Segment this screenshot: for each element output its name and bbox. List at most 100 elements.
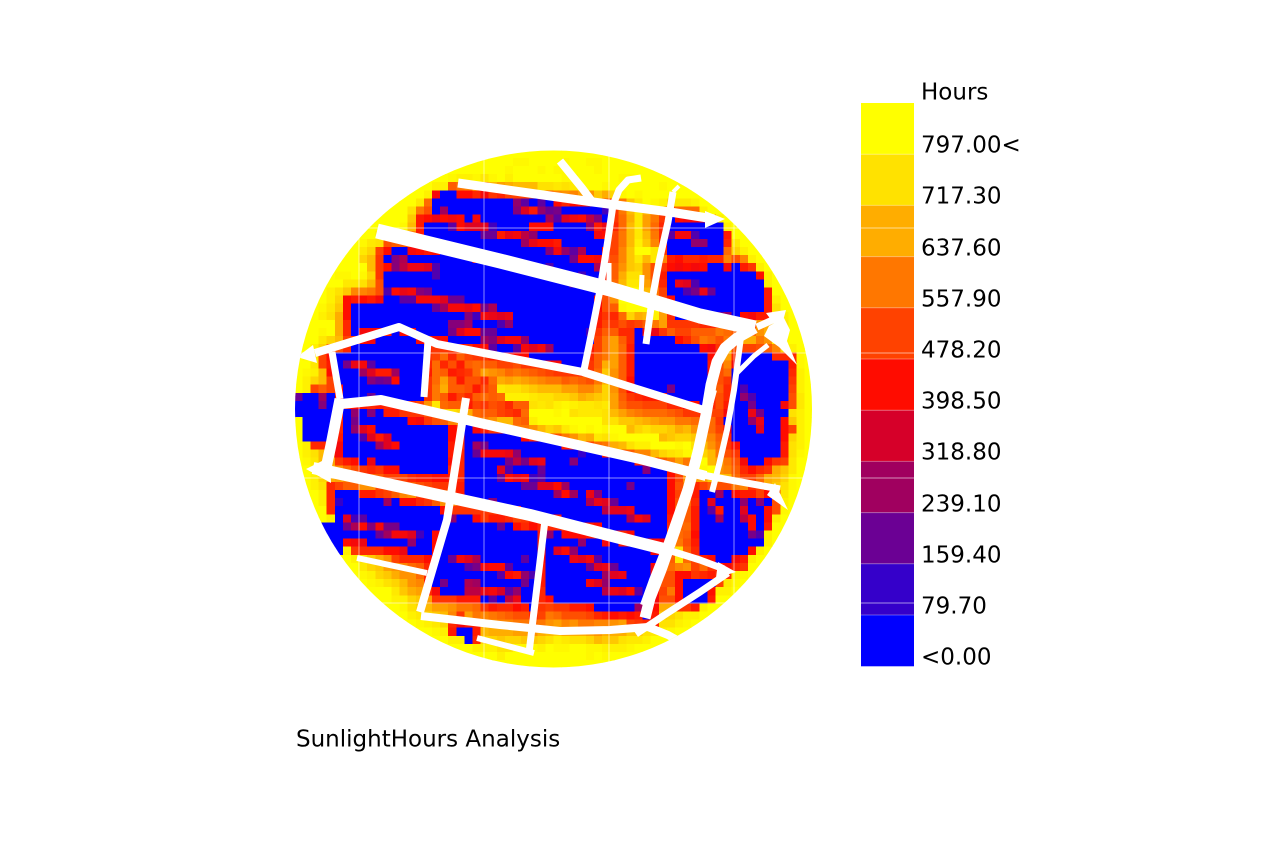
heatmap-cell xyxy=(707,336,716,345)
heatmap-cell xyxy=(432,271,441,280)
heatmap-cell xyxy=(650,166,659,175)
legend-label: 717.30 xyxy=(921,183,1002,210)
heatmap-cell xyxy=(295,384,303,393)
heatmap-cell xyxy=(626,635,635,645)
street xyxy=(580,174,642,371)
heatmap-cell xyxy=(723,538,732,547)
heatmap-cell xyxy=(504,498,514,507)
heatmap-cell xyxy=(415,417,425,426)
heatmap-cell xyxy=(553,352,562,361)
heatmap-cell xyxy=(569,222,578,231)
heatmap-cell xyxy=(359,368,368,377)
heatmap-cell xyxy=(594,417,603,426)
heatmap-cell xyxy=(691,498,700,507)
heatmap-cell xyxy=(448,287,457,296)
heatmap-cell xyxy=(561,465,570,474)
heatmap-cell xyxy=(432,449,441,458)
heatmap-cell xyxy=(513,319,522,329)
heatmap-cell xyxy=(391,409,400,418)
heatmap-cell xyxy=(496,376,506,385)
heatmap-cell xyxy=(618,554,627,564)
heatmap-cell xyxy=(618,214,627,223)
heatmap-cell xyxy=(658,498,668,507)
heatmap-cell xyxy=(642,409,651,418)
heatmap-cell xyxy=(707,279,716,288)
heatmap-cell xyxy=(731,498,740,507)
heatmap-cell xyxy=(594,490,603,499)
heatmap-cell xyxy=(496,546,506,555)
heatmap-cell xyxy=(351,490,360,499)
heatmap-cell xyxy=(666,360,676,369)
heatmap-cell xyxy=(788,457,797,466)
heatmap-cell xyxy=(699,238,708,248)
heatmap-cell xyxy=(326,319,335,329)
heatmap-cell xyxy=(415,579,425,588)
heatmap-cell xyxy=(683,433,692,442)
heatmap-cell xyxy=(618,611,627,620)
heatmap-cell xyxy=(772,506,781,515)
heatmap-cell xyxy=(440,506,449,515)
heatmap-cell xyxy=(764,344,773,353)
heatmap-cell xyxy=(780,481,789,491)
heatmap-cell xyxy=(780,376,789,385)
heatmap-cell xyxy=(715,247,724,256)
heatmap-cell xyxy=(585,247,595,256)
heatmap-cell xyxy=(764,392,773,402)
heatmap-cell xyxy=(675,247,684,256)
heatmap-cell xyxy=(715,595,724,604)
heatmap-cell xyxy=(480,230,489,240)
heatmap-cell xyxy=(496,441,506,450)
heatmap-cell xyxy=(561,247,570,256)
heatmap-cell xyxy=(537,400,546,410)
heatmap-cell xyxy=(513,392,522,402)
heatmap-cell xyxy=(747,271,757,280)
heatmap-cell xyxy=(496,271,506,280)
heatmap-cell xyxy=(399,279,408,288)
heatmap-cell xyxy=(780,457,789,466)
heatmap-cell xyxy=(496,595,506,604)
heatmap-cell xyxy=(359,506,368,515)
heatmap-cell xyxy=(415,384,425,393)
heatmap-cell xyxy=(553,279,562,288)
heatmap-cell xyxy=(423,498,433,507)
heatmap-cell xyxy=(577,579,587,588)
heatmap-cell xyxy=(423,255,433,264)
heatmap-cell xyxy=(569,506,578,515)
heatmap-cell xyxy=(804,360,812,369)
heatmap-cell xyxy=(739,538,749,547)
heatmap-cell xyxy=(602,409,611,418)
legend-segment xyxy=(861,103,914,155)
heatmap-cell xyxy=(537,287,546,296)
heatmap-cell xyxy=(610,319,619,329)
heatmap-cell xyxy=(569,611,578,620)
heatmap-cell xyxy=(488,190,497,199)
heatmap-cell xyxy=(456,368,465,377)
heatmap-cell xyxy=(480,611,489,620)
heatmap-cell xyxy=(375,263,384,272)
heatmap-cell xyxy=(683,287,692,296)
heatmap-cell xyxy=(642,392,651,402)
heatmap-cell xyxy=(658,490,668,499)
heatmap-cell xyxy=(440,303,449,312)
heatmap-cell xyxy=(513,587,522,596)
heatmap-cell xyxy=(488,546,497,555)
heatmap-cell xyxy=(423,279,433,288)
heatmap-cell xyxy=(456,238,465,248)
heatmap-cell xyxy=(504,360,514,369)
heatmap-cell xyxy=(440,619,449,628)
heatmap-cell xyxy=(464,627,473,636)
heatmap-cell xyxy=(780,473,789,483)
heatmap-cell xyxy=(683,271,692,280)
heatmap-cell xyxy=(432,198,441,207)
heatmap-cell xyxy=(432,319,441,329)
heatmap-cell xyxy=(529,579,538,588)
heatmap-cell xyxy=(480,206,489,215)
heatmap-cell xyxy=(399,287,408,296)
heatmap-cell xyxy=(585,611,595,620)
heatmap-cell xyxy=(367,344,376,353)
heatmap-cell xyxy=(391,595,400,604)
heatmap-cell xyxy=(577,660,587,668)
heatmap-cell xyxy=(561,360,570,369)
heatmap-cell xyxy=(691,368,700,377)
heatmap-cell xyxy=(683,247,692,256)
